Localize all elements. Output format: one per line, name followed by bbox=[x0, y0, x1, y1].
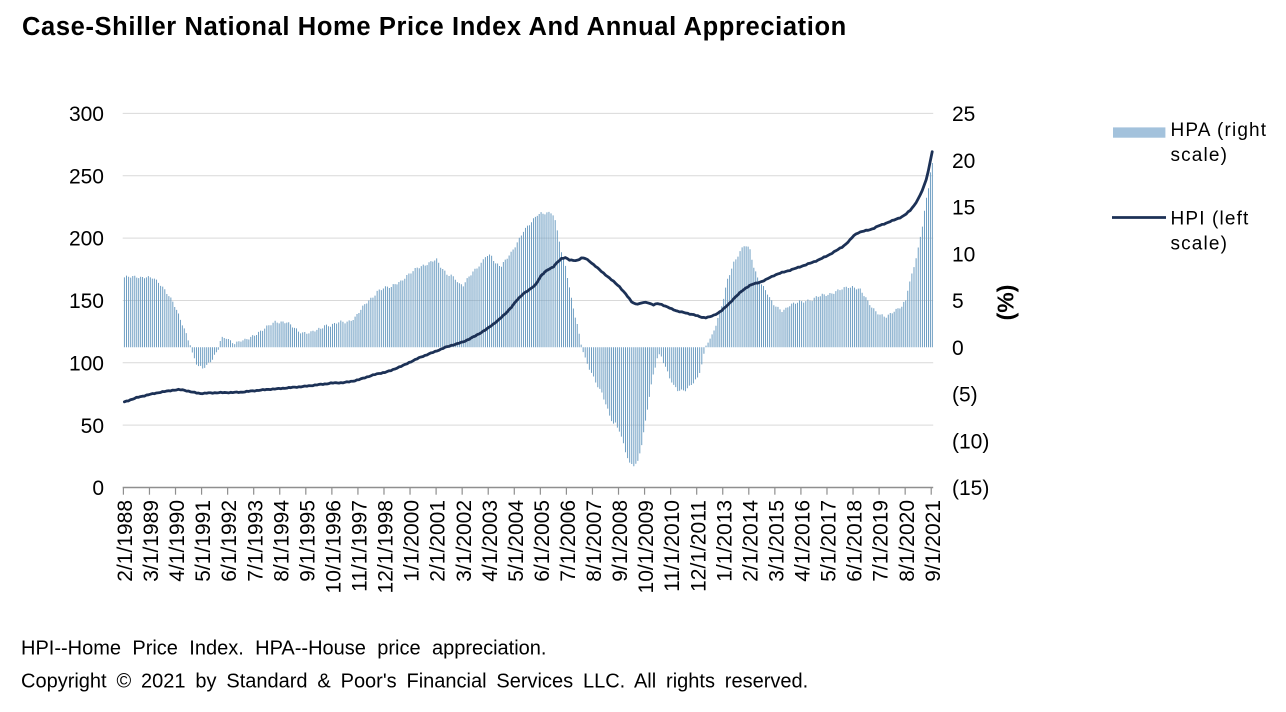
svg-text:4/1/2003: 4/1/2003 bbox=[479, 500, 502, 582]
svg-text:HPI (left: HPI (left bbox=[1171, 209, 1250, 230]
svg-text:8/1/2020: 8/1/2020 bbox=[896, 500, 919, 582]
svg-text:10/1/1996: 10/1/1996 bbox=[322, 500, 345, 593]
svg-text:200: 200 bbox=[69, 228, 104, 251]
svg-text:scale): scale) bbox=[1171, 145, 1229, 166]
svg-text:20: 20 bbox=[952, 150, 975, 173]
svg-text:9/1/2021: 9/1/2021 bbox=[922, 500, 945, 582]
svg-text:2/1/2014: 2/1/2014 bbox=[739, 500, 762, 582]
svg-text:7/1/1993: 7/1/1993 bbox=[244, 500, 267, 582]
svg-text:250: 250 bbox=[69, 165, 104, 188]
svg-text:(%): (%) bbox=[993, 285, 1019, 321]
svg-text:8/1/2007: 8/1/2007 bbox=[583, 500, 606, 582]
svg-text:scale): scale) bbox=[1171, 234, 1229, 255]
svg-text:150: 150 bbox=[69, 290, 104, 313]
svg-text:10/1/2009: 10/1/2009 bbox=[635, 500, 658, 593]
svg-text:11/1/2010: 11/1/2010 bbox=[661, 500, 684, 592]
svg-text:3/1/2002: 3/1/2002 bbox=[453, 500, 476, 582]
svg-text:12/1/2011: 12/1/2011 bbox=[687, 500, 710, 592]
svg-text:0: 0 bbox=[92, 477, 104, 500]
svg-text:4/1/1990: 4/1/1990 bbox=[166, 500, 189, 582]
svg-text:Copyright © 2021 by Standard &: Copyright © 2021 by Standard & Poor's Fi… bbox=[21, 671, 808, 693]
svg-text:9/1/1995: 9/1/1995 bbox=[296, 500, 319, 582]
svg-text:11/1/1997: 11/1/1997 bbox=[349, 500, 372, 592]
svg-text:6/1/1992: 6/1/1992 bbox=[218, 500, 241, 582]
svg-text:25: 25 bbox=[952, 103, 975, 126]
svg-text:5/1/1991: 5/1/1991 bbox=[192, 500, 215, 582]
svg-text:12/1/1998: 12/1/1998 bbox=[375, 500, 398, 593]
svg-text:10: 10 bbox=[952, 243, 975, 266]
svg-text:300: 300 bbox=[69, 103, 104, 126]
svg-text:50: 50 bbox=[81, 415, 104, 438]
svg-text:8/1/1994: 8/1/1994 bbox=[270, 500, 293, 582]
svg-text:(5): (5) bbox=[952, 384, 978, 407]
svg-text:3/1/2015: 3/1/2015 bbox=[765, 500, 788, 582]
svg-text:7/1/2019: 7/1/2019 bbox=[870, 500, 893, 582]
svg-text:9/1/2008: 9/1/2008 bbox=[609, 500, 632, 582]
svg-text:2/1/1988: 2/1/1988 bbox=[114, 500, 137, 582]
svg-text:7/1/2006: 7/1/2006 bbox=[557, 500, 580, 582]
svg-text:3/1/1989: 3/1/1989 bbox=[140, 500, 163, 582]
svg-text:Case-Shiller National Home Pri: Case-Shiller National Home Price Index A… bbox=[22, 13, 847, 41]
svg-text:15: 15 bbox=[952, 197, 975, 220]
svg-text:6/1/2018: 6/1/2018 bbox=[844, 500, 867, 582]
svg-text:(15): (15) bbox=[952, 477, 989, 500]
svg-text:100: 100 bbox=[69, 352, 104, 375]
svg-text:HPI--Home Price Index. HPA--H: HPI--Home Price Index. HPA--House price … bbox=[21, 638, 546, 660]
svg-text:2/1/2001: 2/1/2001 bbox=[427, 500, 450, 582]
svg-text:1/1/2000: 1/1/2000 bbox=[401, 500, 424, 582]
svg-text:4/1/2016: 4/1/2016 bbox=[792, 500, 815, 582]
svg-text:HPA (right: HPA (right bbox=[1171, 120, 1268, 141]
svg-text:6/1/2005: 6/1/2005 bbox=[531, 500, 554, 582]
svg-text:5: 5 bbox=[952, 290, 964, 313]
svg-text:5/1/2017: 5/1/2017 bbox=[818, 500, 841, 582]
svg-text:5/1/2004: 5/1/2004 bbox=[505, 500, 528, 582]
svg-text:1/1/2013: 1/1/2013 bbox=[713, 500, 736, 582]
svg-text:0: 0 bbox=[952, 337, 964, 360]
svg-text:(10): (10) bbox=[952, 430, 989, 453]
